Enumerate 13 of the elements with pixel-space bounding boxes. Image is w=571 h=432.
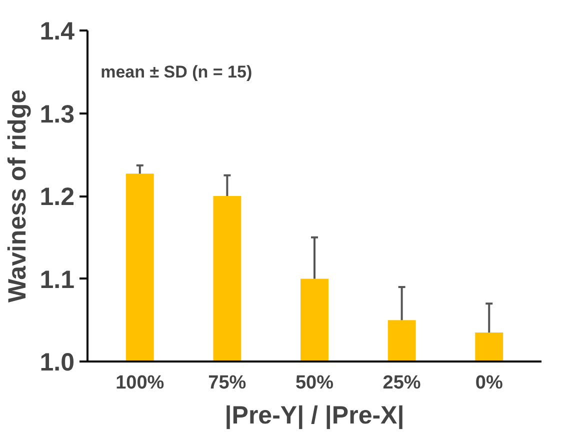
x-tick-label: 25% <box>382 372 421 394</box>
y-tick-label: 1.1 <box>40 266 75 294</box>
y-axis-title: Waviness of ridge <box>4 89 32 303</box>
x-tick-label: 50% <box>295 372 334 394</box>
y-tick-label: 1.3 <box>40 100 75 128</box>
x-tick-label: 75% <box>208 372 246 394</box>
y-tick-label: 1.2 <box>40 183 75 211</box>
x-axis-title: |Pre-Y| / |Pre-X| <box>224 402 404 430</box>
y-tick-label: 1.0 <box>40 348 75 376</box>
annotation: mean ± SD (n = 15) <box>100 62 252 82</box>
x-tick-label: 0% <box>475 372 503 394</box>
y-tick-label: 1.4 <box>40 18 75 46</box>
x-tick-label: 100% <box>116 372 164 394</box>
